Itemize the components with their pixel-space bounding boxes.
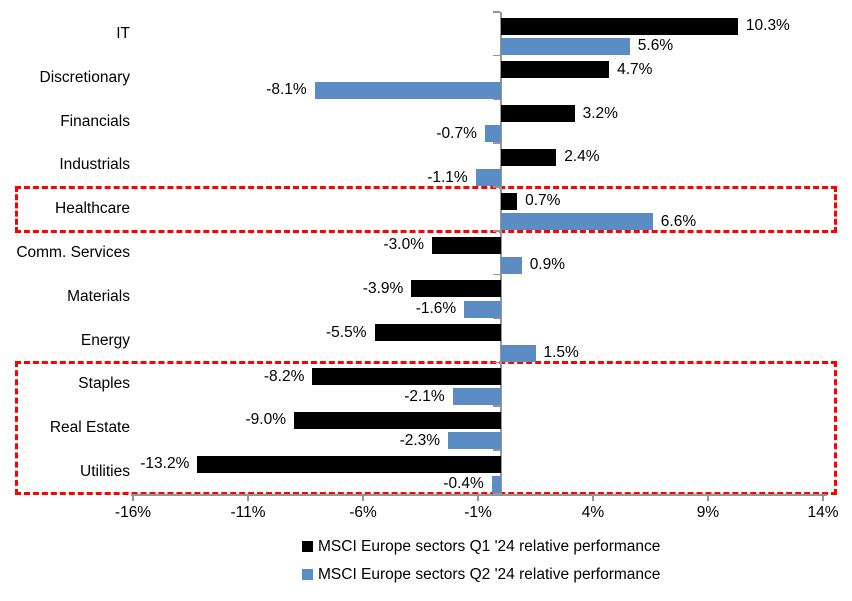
- value-label-q1-utilities: -13.2%: [140, 455, 190, 473]
- legend-label-q1: MSCI Europe sectors Q1 '24 relative perf…: [318, 537, 661, 555]
- highlight-box-1: [15, 185, 837, 233]
- value-label-q1-industrials: 2.4%: [564, 148, 600, 166]
- bar-q2-real-estate: [448, 432, 501, 450]
- value-label-q2-staples: -2.1%: [404, 387, 445, 405]
- value-label-q2-energy: 1.5%: [543, 344, 579, 362]
- y-axis-tick: [493, 273, 500, 276]
- bar-q2-utilities: [491, 475, 501, 493]
- value-label-q1-healthcare: 0.7%: [525, 192, 561, 210]
- x-tick-label-6: -6%: [349, 504, 377, 521]
- bar-q1-comm-services: [432, 236, 501, 254]
- value-label-q1-comm-services: -3.0%: [383, 236, 425, 254]
- legend-marker-q2-icon: [302, 569, 313, 580]
- x-axis-tick: [247, 494, 249, 501]
- bar-q1-staples: [312, 368, 501, 386]
- value-label-q2-utilities: -0.4%: [443, 475, 484, 493]
- value-label-q2-comm-services: 0.9%: [529, 256, 566, 274]
- y-axis-tick: [493, 98, 500, 101]
- y-axis-tick: [493, 449, 500, 451]
- category-label-comm-services: Comm. Services: [16, 243, 130, 261]
- value-label-q1-staples: -8.2%: [263, 367, 305, 385]
- bar-q2-materials: [464, 300, 501, 318]
- bar-q1-utilities: [197, 455, 501, 473]
- highlight-box-2: [15, 361, 837, 496]
- x-tick-label-16: -16%: [114, 504, 152, 521]
- value-label-q2-it: 5.6%: [637, 37, 674, 55]
- x-axis-tick: [592, 494, 594, 501]
- value-label-q2-financials: -0.7%: [436, 124, 477, 142]
- x-axis-tick: [477, 494, 479, 501]
- bar-q2-industrials: [475, 169, 501, 187]
- x-tick-label-1: -1%: [464, 504, 492, 521]
- x-axis-tick: [132, 494, 134, 501]
- category-label-materials: Materials: [67, 287, 130, 305]
- y-axis-tick: [493, 186, 500, 188]
- value-label-q2-industrials: -1.1%: [427, 168, 468, 186]
- category-label-healthcare: Healthcare: [55, 200, 130, 218]
- category-label-it: IT: [116, 24, 130, 42]
- category-label-real-estate: Real Estate: [49, 419, 130, 437]
- y-axis-tick: [493, 142, 500, 144]
- category-label-energy: Energy: [80, 331, 130, 349]
- x-axis-tick: [362, 494, 364, 501]
- category-label-utilities: Utilities: [80, 463, 130, 481]
- legend-marker-q1-icon: [302, 541, 313, 552]
- value-label-q2-discretionary: -8.1%: [266, 81, 307, 99]
- bar-q1-healthcare: [501, 192, 518, 210]
- value-label-q2-materials: -1.6%: [415, 300, 457, 318]
- y-axis-tick: [493, 317, 500, 320]
- value-label-q2-healthcare: 6.6%: [660, 212, 697, 230]
- bar-q1-real-estate: [294, 411, 501, 429]
- value-label-q1-materials: -3.9%: [362, 279, 404, 297]
- bar-q2-energy: [501, 344, 536, 362]
- y-axis-tick: [493, 405, 500, 407]
- bar-q1-financials: [501, 105, 575, 123]
- bar-q1-discretionary: [501, 61, 610, 79]
- bar-q2-it: [501, 37, 630, 55]
- y-axis-line: [500, 12, 502, 494]
- x-tick-label-11: -11%: [230, 504, 266, 521]
- bar-q2-financials: [484, 125, 501, 143]
- bar-q2-staples: [452, 388, 501, 406]
- bar-q1-energy: [374, 324, 501, 342]
- y-axis-tick: [493, 11, 500, 13]
- legend-label-q2: MSCI Europe sectors Q2 '24 relative perf…: [318, 565, 661, 583]
- bar-q2-comm-services: [501, 256, 522, 274]
- bar-q2-discretionary: [314, 81, 501, 99]
- x-axis-tick: [707, 494, 709, 501]
- category-label-staples: Staples: [78, 375, 130, 393]
- x-tick-label-14: 14%: [807, 504, 839, 521]
- value-label-q1-it: 10.3%: [745, 17, 790, 34]
- value-label-q2-real-estate: -2.3%: [399, 431, 441, 449]
- category-label-financials: Financials: [60, 112, 130, 130]
- category-label-discretionary: Discretionary: [39, 68, 130, 86]
- y-axis-tick: [493, 493, 500, 495]
- legend-item-q2: MSCI Europe sectors Q2 '24 relative perf…: [302, 566, 660, 583]
- value-label-q1-financials: 3.2%: [582, 104, 618, 122]
- bar-q1-materials: [411, 280, 501, 298]
- y-axis-tick: [493, 230, 500, 232]
- x-axis-tick: [822, 494, 824, 501]
- x-axis-line: [131, 494, 827, 496]
- y-axis-tick: [493, 361, 500, 364]
- category-label-industrials: Industrials: [59, 156, 130, 174]
- value-label-q1-discretionary: 4.7%: [617, 60, 653, 78]
- x-tick-label-9: 9%: [696, 504, 720, 521]
- bar-q1-it: [501, 17, 738, 35]
- legend-item-q1: MSCI Europe sectors Q1 '24 relative perf…: [302, 538, 660, 555]
- x-tick-label-4: 4%: [581, 504, 605, 521]
- value-label-q1-real-estate: -9.0%: [245, 411, 287, 429]
- value-label-q1-energy: -5.5%: [326, 323, 367, 341]
- bar-q2-healthcare: [501, 213, 653, 231]
- bar-q1-industrials: [501, 148, 557, 166]
- y-axis-tick: [493, 54, 500, 57]
